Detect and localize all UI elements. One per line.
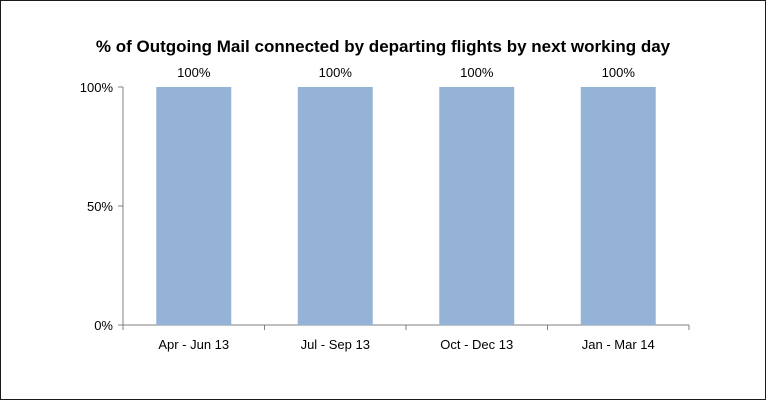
x-axis: Apr - Jun 13 Jul - Sep 13 Oct - Dec 13 Jan …	[122, 325, 690, 352]
data-label: 100%	[602, 65, 636, 80]
y-tick-label: 100%	[80, 80, 114, 95]
data-label: 100%	[319, 65, 353, 80]
x-tick-label: Jul - Sep 13	[301, 337, 370, 352]
data-label: 100%	[460, 65, 494, 80]
y-axis: 0% 50% 100%	[80, 80, 123, 333]
x-tick-label: Oct - Dec 13	[440, 337, 513, 352]
data-label: 100%	[177, 65, 211, 80]
bar	[439, 87, 515, 325]
bar	[297, 87, 373, 325]
chart-title: % of Outgoing Mail connected by departin…	[95, 37, 671, 56]
data-labels: 100% 100% 100% 100%	[177, 65, 635, 80]
x-tick-label: Apr - Jun 13	[158, 337, 229, 352]
y-tick-label: 50%	[87, 199, 113, 214]
bars	[156, 87, 656, 325]
y-tick-label: 0%	[94, 318, 113, 333]
bar	[156, 87, 232, 325]
bar	[580, 87, 656, 325]
x-tick-label: Jan - Mar 14	[582, 337, 655, 352]
